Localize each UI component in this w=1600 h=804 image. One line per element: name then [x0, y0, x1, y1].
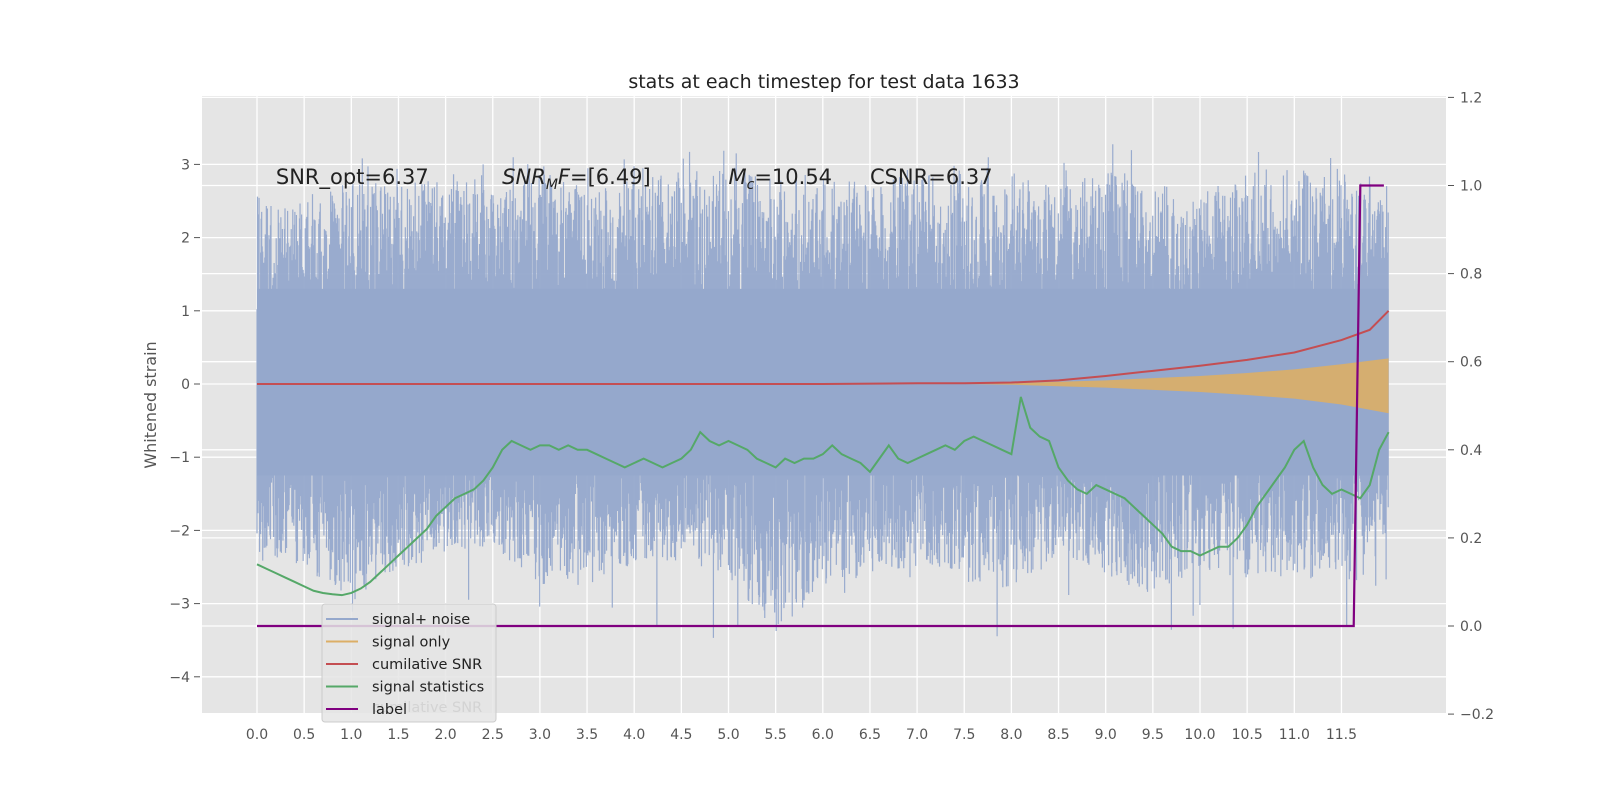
x-tick-label: 3.5 [576, 727, 598, 743]
stat-annotation: Mc=10.54 [729, 165, 833, 193]
x-tick-label: 1.0 [340, 727, 362, 743]
legend-entry: label [372, 702, 407, 718]
y-tick-label: 3 [181, 157, 190, 173]
stat-annotation: SNR_opt=6.37 [276, 165, 429, 190]
label-series [257, 184, 1384, 628]
legend-box [321, 603, 497, 723]
legend: cumilative SNR signal+ noise signal only cu… [321, 603, 497, 723]
x-tick-label: 7.5 [953, 727, 975, 743]
x-tick-label: 9.5 [1142, 727, 1164, 743]
y2-axis-ticks: 1.2 1.0 0.8 0.6 0.4 0.2 0.0 −0.2 [1448, 90, 1494, 723]
x-tick-label: 5.5 [765, 727, 787, 743]
y-tick-label: −4 [169, 670, 190, 686]
y2-tick-label: 0.8 [1460, 267, 1482, 283]
y-tick-label: 1 [181, 304, 190, 320]
y-tick-label: −3 [169, 597, 190, 613]
stat-annotation: CSNR=6.37 [870, 165, 993, 189]
legend-entry: signal+ noise [372, 612, 470, 628]
signal-only-series [964, 358, 1389, 414]
y-tick-label: 0 [181, 377, 190, 393]
signal-statistics-series [256, 396, 1390, 597]
x-tick-label: 4.5 [670, 727, 692, 743]
cumulative-snr-series [257, 310, 1390, 385]
x-tick-label: 6.5 [859, 727, 881, 743]
data-layer [256, 144, 1390, 638]
legend-entry: signal only [372, 635, 451, 651]
x-tick-label: 9.0 [1095, 727, 1117, 743]
x-tick-label: 7.0 [906, 727, 928, 743]
y2-tick-label: 0.0 [1460, 619, 1482, 635]
y2-tick-label: 0.6 [1460, 355, 1482, 371]
x-tick-label: 4.0 [623, 727, 645, 743]
x-tick-label: 3.0 [529, 727, 551, 743]
legend-entry: signal statistics [372, 680, 484, 696]
y-tick-label: −2 [169, 523, 190, 539]
x-tick-label: 1.5 [387, 727, 409, 743]
y-tick-label: −1 [169, 450, 190, 466]
x-tick-label: 6.0 [812, 727, 834, 743]
y-tick-label: 2 [181, 231, 190, 247]
x-tick-label: 11.0 [1279, 727, 1310, 743]
x-tick-label: 0.5 [293, 727, 315, 743]
x-tick-label: 10.5 [1232, 727, 1263, 743]
y2-tick-label: 0.4 [1460, 443, 1482, 459]
x-axis-ticks: 0.0 0.5 1.0 1.5 2.0 2.5 3.0 3.5 4.0 4.5 5.0 5.5 6.0 6… [246, 727, 1357, 743]
annotations: SNR_opt=6.37 SNRMF=[6.49] Mc=10.54 CSNR=6.3… [276, 165, 993, 193]
y2-tick-label: −0.2 [1460, 707, 1494, 723]
y-axis-ticks: 3 2 1 0 −1 −2 −3 −4 [169, 157, 200, 686]
x-tick-label: 5.0 [717, 727, 739, 743]
y2-tick-label: 0.2 [1460, 531, 1482, 547]
x-tick-label: 0.0 [246, 727, 268, 743]
y2-tick-label: 1.2 [1460, 90, 1482, 106]
y-axis-label: Whitened strain [141, 341, 160, 468]
chart-title: stats at each timestep for test data 163… [628, 71, 1019, 93]
x-tick-label: 11.5 [1326, 727, 1357, 743]
y2-tick-label: 1.0 [1460, 179, 1482, 195]
stat-annotation: SNRMF=[6.49] [502, 165, 651, 193]
x-tick-label: 10.0 [1184, 727, 1215, 743]
x-tick-label: 8.0 [1000, 727, 1022, 743]
legend-ghost-text: cumilative SNR [372, 700, 482, 716]
x-tick-label: 2.0 [434, 727, 456, 743]
x-tick-label: 8.5 [1047, 727, 1069, 743]
x-tick-label: 2.5 [482, 727, 504, 743]
legend-entry: cumilative SNR [372, 657, 482, 673]
